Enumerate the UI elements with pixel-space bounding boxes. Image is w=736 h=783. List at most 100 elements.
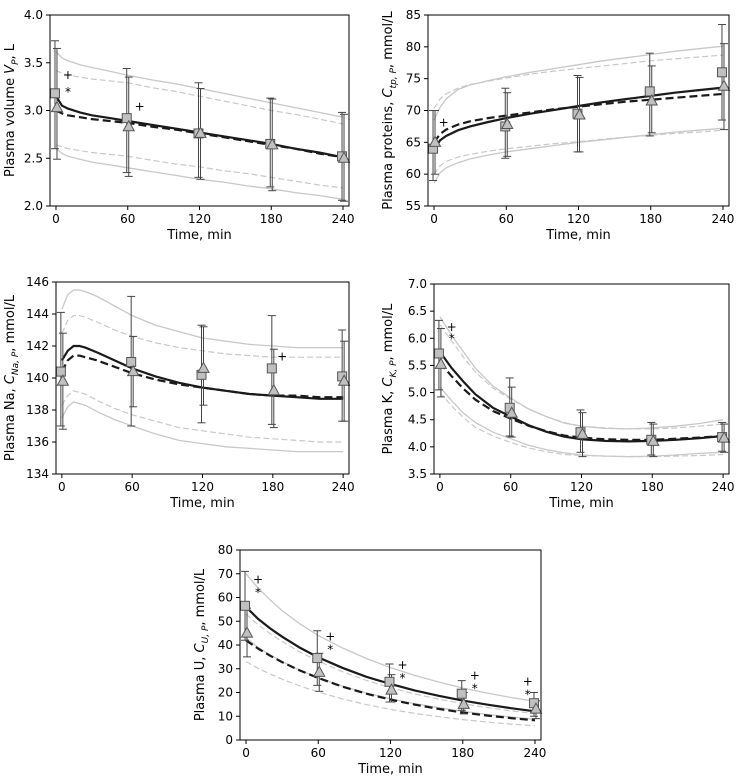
- group2-upper-band: [55, 69, 344, 125]
- x-tick-label: 180: [639, 212, 662, 226]
- triangle-marker: [197, 361, 210, 373]
- triangle-marker: [312, 665, 326, 677]
- triangle-marker: [50, 100, 64, 113]
- group2-lower-band: [61, 390, 344, 443]
- x-tick-label: 240: [524, 746, 547, 760]
- curves-ctp: [433, 45, 724, 184]
- group2-mean-line: [433, 92, 724, 143]
- triangle-marker: [529, 702, 543, 714]
- y-tick-label: 60: [406, 167, 421, 181]
- group1-upper-band: [61, 289, 344, 349]
- group1-upper-band: [245, 573, 536, 702]
- group1-lower-band: [433, 127, 724, 184]
- y-tick-label: 134: [26, 467, 49, 481]
- triangle-marker: [434, 357, 448, 369]
- x-tick-label: 180: [260, 212, 283, 226]
- group2-upper-band: [61, 315, 344, 358]
- y-tick-label: 80: [406, 40, 421, 54]
- x-tick-label: 180: [451, 746, 474, 760]
- y-tick-label: 5.5: [408, 358, 427, 372]
- significance-mark: *: [65, 85, 71, 99]
- y-tick-label: 6.0: [408, 331, 427, 345]
- triangle-marker: [337, 151, 351, 163]
- y-tick-label: 65: [406, 135, 421, 149]
- y-tick-label: 70: [218, 567, 233, 581]
- x-tick-label: 120: [570, 480, 593, 494]
- triangle-marker: [126, 364, 140, 377]
- group1-upper-band: [439, 316, 724, 430]
- chart-panel-vp: + * +0 60 120 180 240 2.0 2.5 3.0 3.5 4.0 Time, min P…: [3, 8, 354, 243]
- y-tick-label: 2.0: [24, 199, 43, 213]
- x-tick-label: 120: [379, 746, 402, 760]
- x-tick-label: 180: [641, 480, 664, 494]
- y-tick-label: 75: [406, 72, 421, 86]
- group2-upper-band: [439, 324, 724, 430]
- square-marker: [55, 366, 66, 377]
- square-marker: [384, 676, 395, 687]
- x-tick-label: 240: [332, 480, 355, 494]
- triangle-marker: [500, 117, 514, 130]
- y-tick-label: 136: [26, 435, 49, 449]
- group2-upper-band: [245, 613, 536, 715]
- triangle-marker: [337, 374, 351, 386]
- x-tick-label: 60: [503, 480, 518, 494]
- significance-mark: *: [472, 682, 478, 696]
- y-tick-label: 80: [218, 543, 233, 557]
- chart-panel-cu: +*+*+* +*+*0 60 120 180 24001020304050607080T…: [193, 543, 546, 777]
- x-tick-label: 180: [261, 480, 284, 494]
- y-tick-label: 40: [218, 638, 233, 652]
- y-axis-label: Plasma Na, CNa, P, mmol/L: [3, 294, 21, 461]
- y-axis-label: Plasma volume VP, L: [3, 43, 21, 177]
- y-tick-label: 7.0: [408, 277, 427, 291]
- triangle-marker: [194, 126, 207, 138]
- group1-upper-band: [433, 45, 724, 121]
- triangle-marker: [428, 135, 442, 147]
- significance-mark: +: [135, 100, 145, 114]
- group1-upper-band: [55, 50, 344, 118]
- x-axis-label: Time, min: [166, 228, 232, 243]
- square-marker: [456, 688, 467, 699]
- curves-ck: [439, 316, 724, 458]
- triangle-marker: [573, 107, 586, 120]
- significance-mark: +: [398, 658, 408, 672]
- x-tick-label: 0: [430, 212, 438, 226]
- triangle-marker: [267, 383, 281, 396]
- x-axis-label: Time, min: [548, 496, 614, 511]
- group2-lower-band: [439, 392, 724, 458]
- square-marker: [266, 363, 277, 374]
- x-tick-label: 60: [120, 212, 135, 226]
- triangle-marker: [457, 697, 471, 709]
- x-tick-label: 240: [712, 480, 735, 494]
- group1-mean-line: [60, 344, 344, 400]
- square-marker: [240, 600, 251, 611]
- x-tick-label: 60: [499, 212, 514, 226]
- axes-frame: [239, 549, 542, 741]
- x-tick-label: 120: [191, 480, 214, 494]
- triangle-marker: [505, 406, 519, 418]
- significance-mark: +: [253, 572, 263, 586]
- y-tick-label: 4.0: [24, 8, 43, 22]
- chart-panel-cna: +0 60 120 180 240 134 136 138 140 142 144 146 Time, …: [3, 275, 355, 511]
- triangle-marker: [122, 119, 136, 132]
- y-tick-label: 142: [26, 339, 49, 353]
- y-tick-label: 70: [406, 104, 421, 118]
- triangle-marker: [56, 374, 70, 386]
- y-axis-label: Plasma U, CU, P, mmol/L: [193, 568, 211, 721]
- triangle-marker: [265, 137, 279, 150]
- group1-mean-line: [245, 606, 536, 713]
- group1-lower-band: [439, 386, 724, 458]
- x-axis-label: Time, min: [169, 496, 235, 511]
- y-tick-label: 138: [26, 403, 49, 417]
- square-marker: [121, 113, 132, 124]
- y-tick-label: 85: [406, 8, 421, 22]
- x-tick-label: 0: [52, 212, 60, 226]
- triangle-marker: [645, 93, 659, 106]
- square-marker: [126, 357, 137, 367]
- triangle-marker: [385, 683, 398, 695]
- y-tick-label: 3.0: [24, 104, 43, 118]
- x-axis-label: Time, min: [545, 228, 611, 243]
- y-tick-label: 10: [218, 709, 233, 723]
- significance-mark: +: [439, 115, 449, 129]
- significance-mark: *: [255, 585, 261, 599]
